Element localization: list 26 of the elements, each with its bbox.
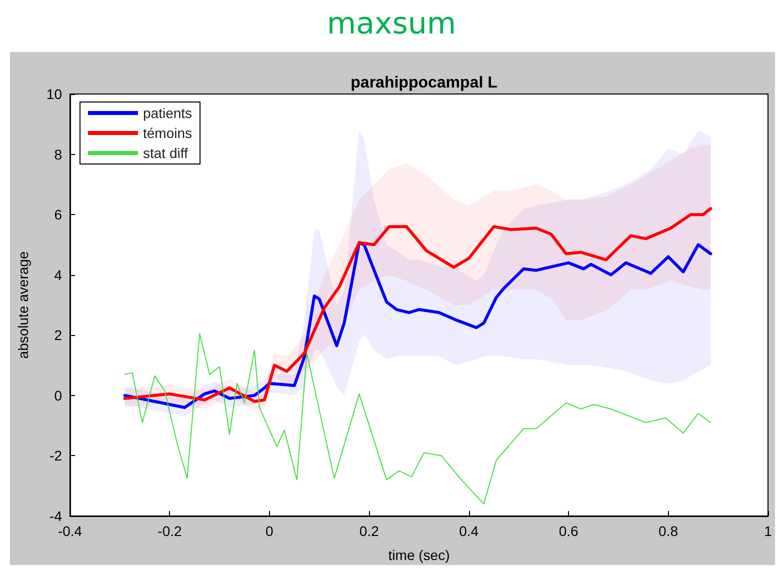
x-tick-label: -0.2	[158, 523, 182, 539]
line-series	[123, 241, 712, 409]
x-tick-label: 0	[266, 523, 274, 539]
y-tick-label: 4	[54, 266, 62, 283]
y-tick-label: 0	[54, 387, 62, 404]
legend-label: stat diff	[143, 145, 188, 161]
y-tick-label: -2	[50, 448, 62, 464]
y-axis-title: absolute average	[15, 251, 31, 359]
chart-title: maxsum	[326, 6, 456, 42]
legend-label: patients	[143, 105, 192, 121]
y-tick-label: 2	[54, 327, 62, 344]
y-tick-label: 8	[54, 146, 62, 162]
x-tick-label: 0.2	[359, 523, 380, 539]
legend-label: témoins	[143, 125, 192, 141]
line-series	[123, 207, 712, 403]
x-axis-title: time (sec)	[388, 547, 450, 563]
y-tick-label: 10	[46, 86, 62, 102]
x-tick-label: -0.4	[58, 523, 82, 539]
y-tick-label: -4	[50, 508, 62, 524]
x-tick-label: 0.4	[459, 523, 479, 539]
y-tick-label: 6	[54, 206, 62, 223]
x-tick-label: 0.6	[558, 523, 579, 539]
x-tick-label: 0.8	[658, 523, 678, 539]
line-series	[124, 333, 712, 504]
x-tick-label: 1	[764, 523, 772, 539]
chart-subtitle: parahippocampal L	[350, 74, 498, 92]
